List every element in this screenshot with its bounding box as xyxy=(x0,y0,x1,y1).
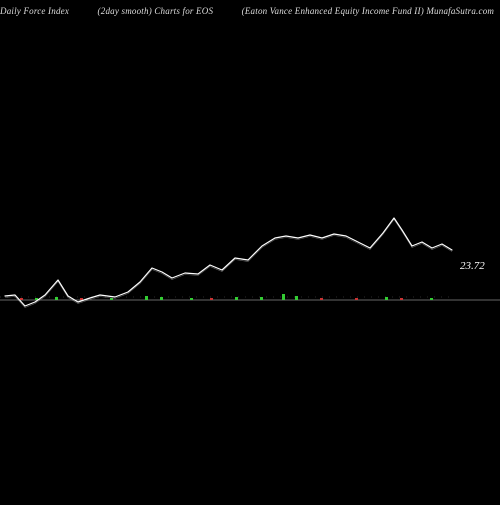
price-label: 23.72 xyxy=(460,260,485,272)
title-fund: (Eaton Vance Enhanced Equity Income Fund… xyxy=(242,6,494,16)
title-smooth: (2day smooth) Charts for EOS xyxy=(98,6,214,16)
chart-svg xyxy=(0,20,500,500)
chart-title: Daily Force Index (2day smooth) Charts f… xyxy=(0,6,500,16)
title-indicator: Daily Force Index xyxy=(0,6,69,16)
chart-area: 23.72 xyxy=(0,20,500,500)
